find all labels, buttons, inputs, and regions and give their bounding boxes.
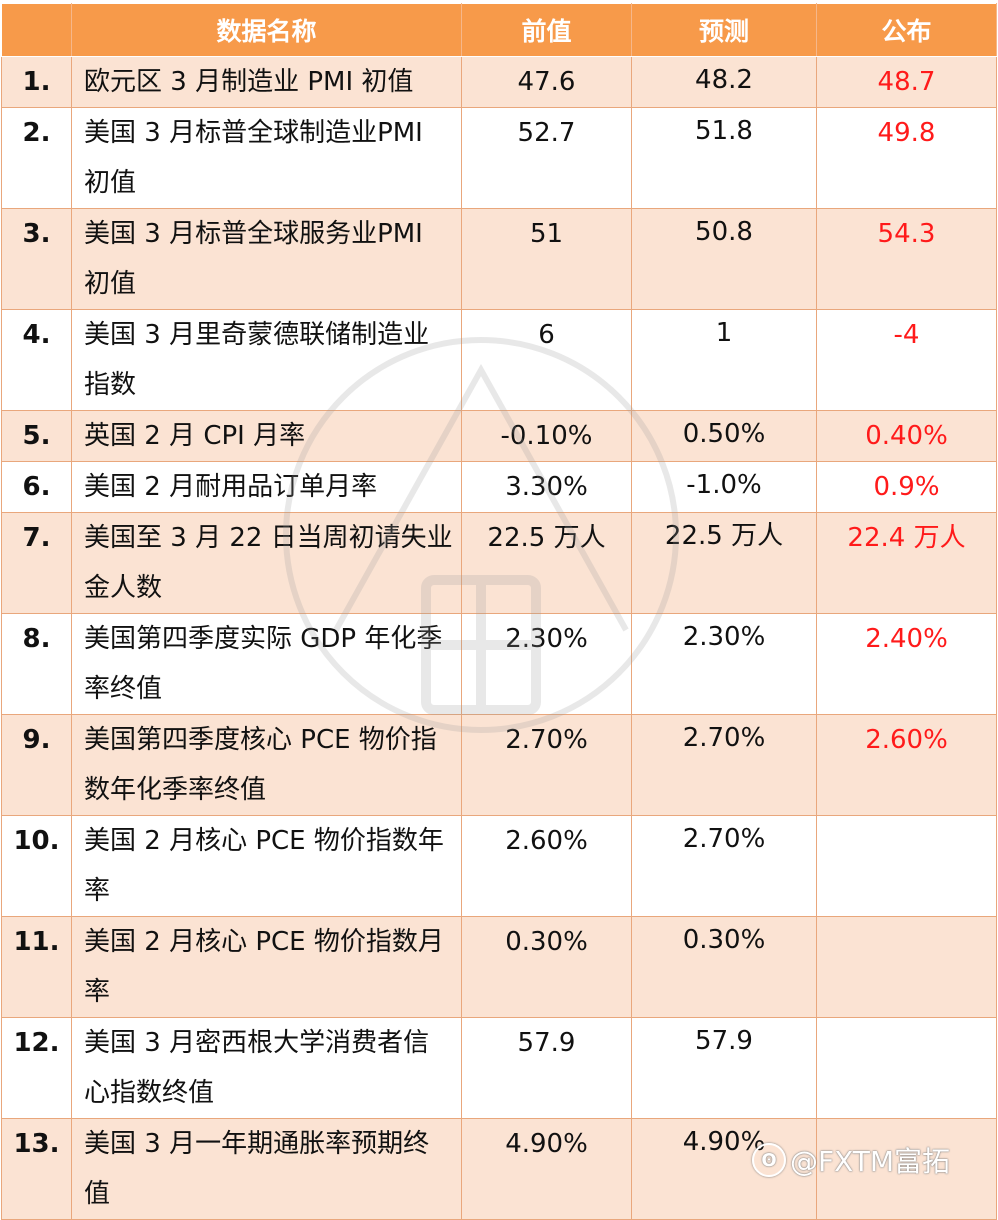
row-published <box>816 916 997 1018</box>
table-row: 8. 美国第四季度实际 GDP 年化季率终值 2.30% 2.30% 2.40% <box>1 613 997 715</box>
row-index: 8. <box>1 613 72 715</box>
row-prev: 51 <box>461 208 632 310</box>
row-prev: -0.10% <box>461 410 632 462</box>
row-published: 2.60% <box>816 714 997 816</box>
economic-data-table: 数据名称 前值 预测 公布 1. 欧元区 3 月制造业 PMI 初值 47.6 … <box>1 3 997 1220</box>
row-index: 12. <box>1 1017 72 1119</box>
row-name: 美国 3 月标普全球服务业PMI 初值 <box>71 208 462 310</box>
row-prev: 47.6 <box>461 56 632 108</box>
header-prev: 前值 <box>461 3 632 57</box>
header-name: 数据名称 <box>71 3 462 57</box>
row-name: 英国 2 月 CPI 月率 <box>71 410 462 462</box>
header-row: 数据名称 前值 预测 公布 <box>1 3 997 57</box>
row-published: 0.9% <box>816 461 997 513</box>
row-index: 5. <box>1 410 72 462</box>
row-published: 49.8 <box>816 107 997 209</box>
row-forecast: 22.5 万人 <box>631 512 817 614</box>
data-table-container: 数据名称 前值 预测 公布 1. 欧元区 3 月制造业 PMI 初值 47.6 … <box>1 3 997 1220</box>
row-published: 0.40% <box>816 410 997 462</box>
row-name: 美国第四季度核心 PCE 物价指数年化季率终值 <box>71 714 462 816</box>
row-prev: 6 <box>461 309 632 411</box>
row-name: 美国 2 月核心 PCE 物价指数年率 <box>71 815 462 917</box>
row-index: 9. <box>1 714 72 816</box>
row-forecast: 1 <box>631 309 817 411</box>
row-prev: 2.70% <box>461 714 632 816</box>
table-header: 数据名称 前值 预测 公布 <box>1 3 997 57</box>
table-body: 1. 欧元区 3 月制造业 PMI 初值 47.6 48.2 48.7 2. 美… <box>1 56 997 1220</box>
header-published: 公布 <box>816 3 997 57</box>
table-row: 11. 美国 2 月核心 PCE 物价指数月率 0.30% 0.30% <box>1 916 997 1018</box>
row-name: 美国 3 月密西根大学消费者信心指数终值 <box>71 1017 462 1119</box>
row-name: 美国 3 月一年期通胀率预期终值 <box>71 1118 462 1220</box>
table-row: 9. 美国第四季度核心 PCE 物价指数年化季率终值 2.70% 2.70% 2… <box>1 714 997 816</box>
row-published: 54.3 <box>816 208 997 310</box>
source-watermark-text: @FXTM富拓 <box>790 1145 951 1178</box>
row-index: 11. <box>1 916 72 1018</box>
row-published: 22.4 万人 <box>816 512 997 614</box>
row-forecast: 2.70% <box>631 714 817 816</box>
row-prev: 4.90% <box>461 1118 632 1220</box>
row-index: 6. <box>1 461 72 513</box>
source-watermark: ʘ @FXTM富拓 <box>752 1138 950 1182</box>
row-index: 1. <box>1 56 72 108</box>
row-prev: 0.30% <box>461 916 632 1018</box>
row-index: 10. <box>1 815 72 917</box>
row-index: 13. <box>1 1118 72 1220</box>
table-row: 7. 美国至 3 月 22 日当周初请失业金人数 22.5 万人 22.5 万人… <box>1 512 997 614</box>
row-published: 2.40% <box>816 613 997 715</box>
header-forecast: 预测 <box>631 3 817 57</box>
row-index: 4. <box>1 309 72 411</box>
row-prev: 22.5 万人 <box>461 512 632 614</box>
table-row: 3. 美国 3 月标普全球服务业PMI 初值 51 50.8 54.3 <box>1 208 997 310</box>
table-row: 4. 美国 3 月里奇蒙德联储制造业指数 6 1 -4 <box>1 309 997 411</box>
row-index: 7. <box>1 512 72 614</box>
table-row: 12. 美国 3 月密西根大学消费者信心指数终值 57.9 57.9 <box>1 1017 997 1119</box>
table-row: 10. 美国 2 月核心 PCE 物价指数年率 2.60% 2.70% <box>1 815 997 917</box>
row-prev: 3.30% <box>461 461 632 513</box>
row-published <box>816 815 997 917</box>
row-index: 3. <box>1 208 72 310</box>
table-row: 1. 欧元区 3 月制造业 PMI 初值 47.6 48.2 48.7 <box>1 56 997 108</box>
row-name: 美国 3 月标普全球制造业PMI 初值 <box>71 107 462 209</box>
row-name: 美国 2 月核心 PCE 物价指数月率 <box>71 916 462 1018</box>
row-published: -4 <box>816 309 997 411</box>
row-prev: 52.7 <box>461 107 632 209</box>
row-prev: 2.30% <box>461 613 632 715</box>
row-published <box>816 1017 997 1119</box>
row-forecast: 0.30% <box>631 916 817 1018</box>
row-name: 美国 2 月耐用品订单月率 <box>71 461 462 513</box>
row-published <box>816 1118 997 1220</box>
table-row: 13. 美国 3 月一年期通胀率预期终值 4.90% 4.90% <box>1 1118 997 1220</box>
weibo-logo-icon: ʘ <box>752 1143 786 1177</box>
row-forecast: 50.8 <box>631 208 817 310</box>
row-name: 美国至 3 月 22 日当周初请失业金人数 <box>71 512 462 614</box>
header-index <box>1 3 72 57</box>
row-index: 2. <box>1 107 72 209</box>
row-forecast: 57.9 <box>631 1017 817 1119</box>
row-forecast: 51.8 <box>631 107 817 209</box>
row-prev: 57.9 <box>461 1017 632 1119</box>
row-prev: 2.60% <box>461 815 632 917</box>
row-name: 欧元区 3 月制造业 PMI 初值 <box>71 56 462 108</box>
row-forecast: -1.0% <box>631 461 817 513</box>
row-forecast: 2.70% <box>631 815 817 917</box>
row-name: 美国第四季度实际 GDP 年化季率终值 <box>71 613 462 715</box>
row-forecast: 48.2 <box>631 56 817 108</box>
row-published: 48.7 <box>816 56 997 108</box>
row-forecast: 0.50% <box>631 410 817 462</box>
row-name: 美国 3 月里奇蒙德联储制造业指数 <box>71 309 462 411</box>
table-row: 2. 美国 3 月标普全球制造业PMI 初值 52.7 51.8 49.8 <box>1 107 997 209</box>
row-forecast: 2.30% <box>631 613 817 715</box>
table-row: 5. 英国 2 月 CPI 月率 -0.10% 0.50% 0.40% <box>1 410 997 462</box>
table-row: 6. 美国 2 月耐用品订单月率 3.30% -1.0% 0.9% <box>1 461 997 513</box>
